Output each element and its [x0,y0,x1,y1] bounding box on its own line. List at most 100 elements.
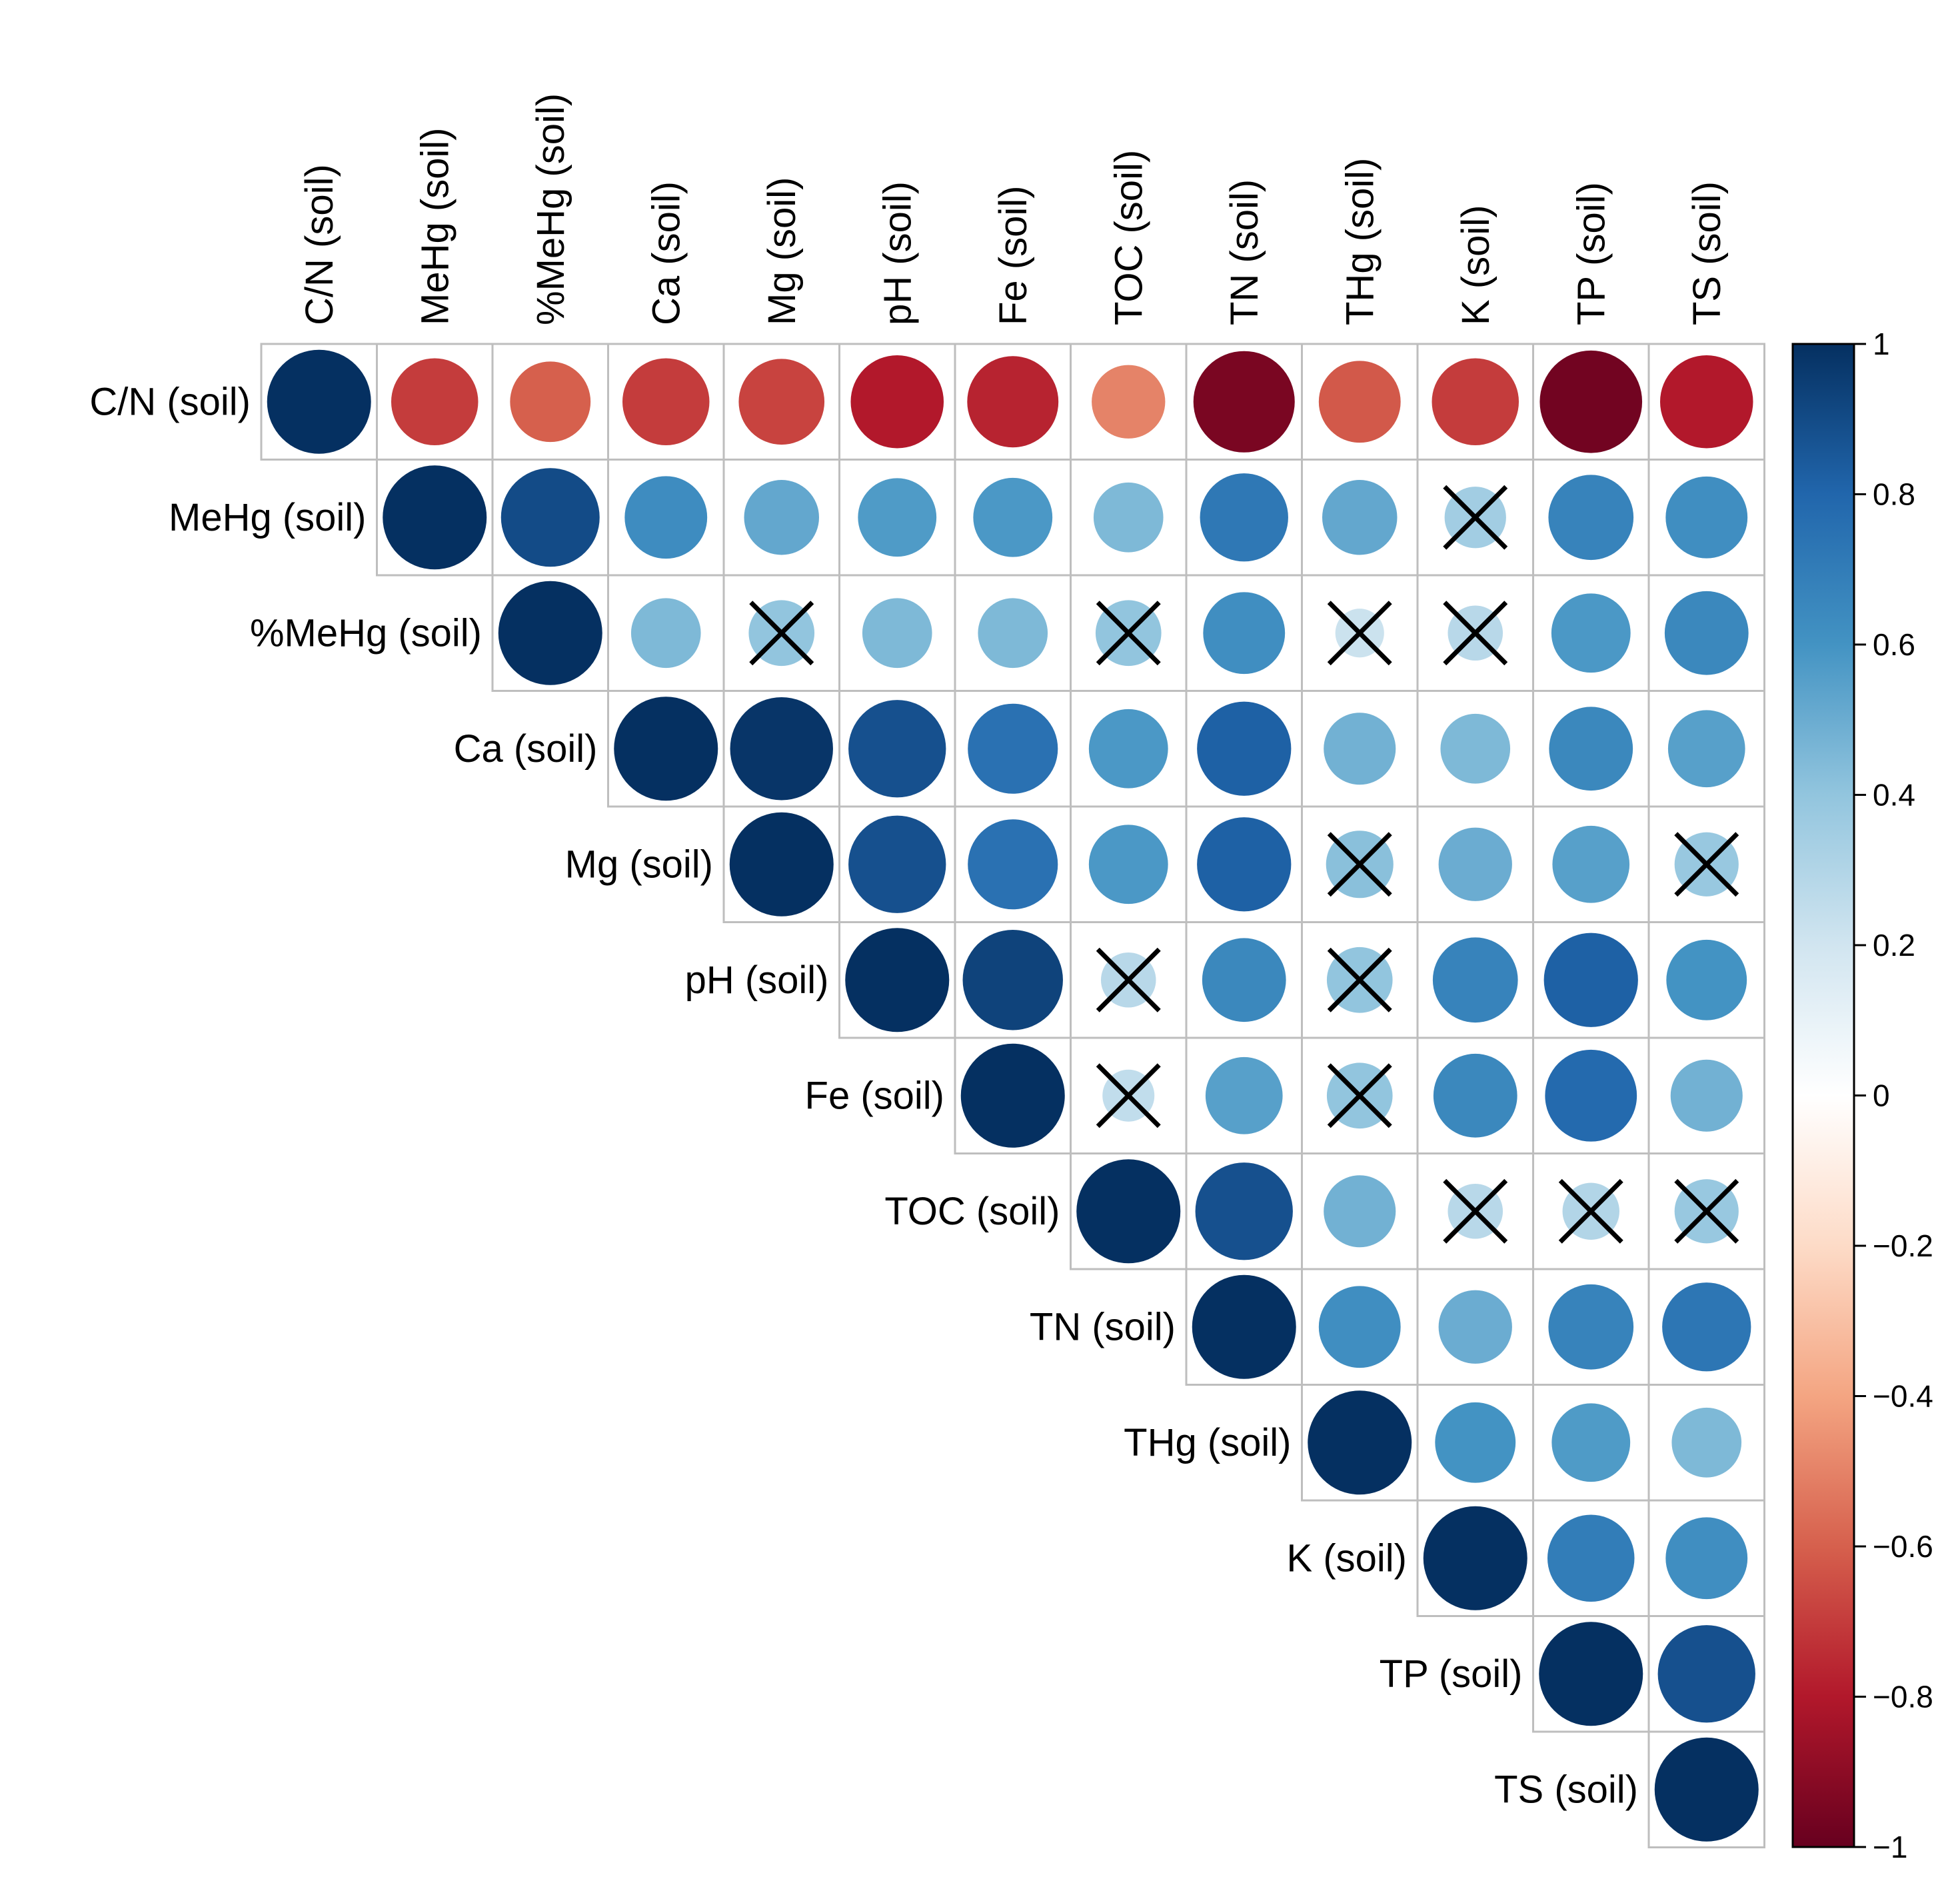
row-labels: C/N (soil) MeHg (soil) %MeHg (soil) Ca (soi… [89,380,1638,1811]
column-label: TOC (soil) [1107,150,1150,325]
correlation-circle [744,480,819,555]
correlation-circle [1088,709,1168,789]
correlation-circle [1324,1175,1396,1248]
column-label: TS (soil) [1685,181,1729,325]
not-significant-cross [749,601,814,666]
correlation-circle [960,1043,1065,1148]
correlation-circle [1423,1506,1527,1610]
correlation-circle [1665,476,1748,559]
row-label: TN (soil) [1030,1305,1176,1348]
correlation-circle [1435,1402,1516,1483]
grid-cell [1647,1730,1765,1848]
correlation-circle [630,598,701,669]
correlation-circle [624,476,708,559]
not-significant-cross [1443,1178,1508,1244]
not-significant-cross [1096,1063,1161,1128]
correlation-circle [1200,473,1288,562]
colorbar-tick-label: −0.2 [1873,1228,1933,1263]
correlation-circle [1318,361,1401,443]
colorbar-tick-label: 0.4 [1873,778,1915,813]
correlation-circle [1552,825,1630,903]
colorbar-tick-label: 0.2 [1873,928,1915,962]
column-label: THg (soil) [1338,158,1382,325]
column-label: Fe (soil) [992,186,1035,325]
column-label: pH (soil) [876,181,919,325]
correlation-circle [968,819,1058,910]
correlation-circle [1322,480,1398,555]
correlation-circle [862,598,932,669]
correlation-circle [1539,1622,1643,1726]
correlation-circle [391,358,479,446]
colorbar-tick-label: −0.4 [1873,1379,1933,1414]
correlation-circle [1551,1403,1631,1482]
correlation-circle [1440,713,1511,784]
column-label: MeHg (soil) [413,128,457,326]
not-significant-cross [1443,485,1508,550]
colorbar: 1 0.8 0.6 0.4 0.2 0 −0.2 −0.4 −0.6 −0.8 −1 [1791,327,1933,1864]
not-significant-cross [1096,601,1161,666]
correlation-circle [968,703,1058,794]
colorbar-tick-label: −0.6 [1873,1529,1933,1564]
column-label: Ca (soil) [644,181,688,325]
correlation-circle [1432,937,1518,1023]
correlation-circle [978,598,1048,669]
correlation-circle [510,361,591,443]
correlation-circle [498,581,602,685]
correlation-circle [614,697,718,801]
colorbar-tick-label: 0.6 [1873,627,1915,662]
correlation-circle [1076,1159,1181,1264]
correlation-circle [848,700,946,798]
row-label: TS (soil) [1494,1768,1638,1811]
correlation-circle [500,468,600,567]
correlation-circle [1654,1737,1759,1842]
correlation-circle [1432,358,1519,446]
not-significant-cross [1096,947,1161,1012]
colorbar-tick-label: −0.8 [1873,1680,1933,1714]
colorbar-tick-label: 1 [1873,327,1890,361]
correlation-circle [730,697,833,801]
not-significant-cross [1327,1063,1392,1128]
column-label: %MeHg (soil) [529,93,572,325]
correlation-circle [1539,350,1643,453]
correlation-circle [850,355,944,449]
row-label: %MeHg (soil) [250,611,482,655]
correlation-circle [1667,710,1745,788]
correlation-circle [1202,938,1286,1022]
not-significant-cross [1327,601,1392,666]
correlation-circle [1308,1390,1412,1495]
significance-crosses [749,485,1739,1244]
not-significant-cross [1327,947,1392,1012]
row-label: THg (soil) [1124,1421,1291,1464]
correlation-circle [622,358,710,446]
correlation-circle [1666,939,1747,1020]
column-label: Mg (soil) [760,177,804,325]
column-label: TN (soil) [1223,179,1266,325]
correlation-circle [1092,365,1166,439]
row-label: pH (soil) [685,958,829,1002]
correlation-circle [729,812,834,917]
row-label: MeHg (soil) [169,496,367,539]
correlation-circle [1205,1056,1283,1134]
correlation-circle [1192,1274,1296,1379]
correlation-circle [973,477,1053,557]
colorbar-gradient [1791,343,1855,1848]
row-label: C/N (soil) [89,380,251,423]
colorbar-tick-label: 0 [1873,1078,1890,1113]
correlation-circle [1671,1407,1742,1478]
correlation-circle [1543,933,1638,1027]
correlation-circle [1193,351,1295,453]
correlation-circle [858,478,937,557]
column-label: K (soil) [1454,205,1497,325]
correlation-circle [1545,1049,1637,1142]
not-significant-cross [1327,832,1392,897]
correlation-circle [1203,592,1286,675]
not-significant-cross [1558,1178,1623,1244]
row-label: TOC (soil) [884,1190,1060,1233]
grid-layer [260,343,1765,1848]
row-label: Mg (soil) [565,843,713,886]
colorbar-tick-label: −1 [1873,1830,1907,1864]
column-label: TP (soil) [1569,182,1613,325]
correlation-circle [1197,817,1292,912]
correlation-circle [1548,475,1634,561]
